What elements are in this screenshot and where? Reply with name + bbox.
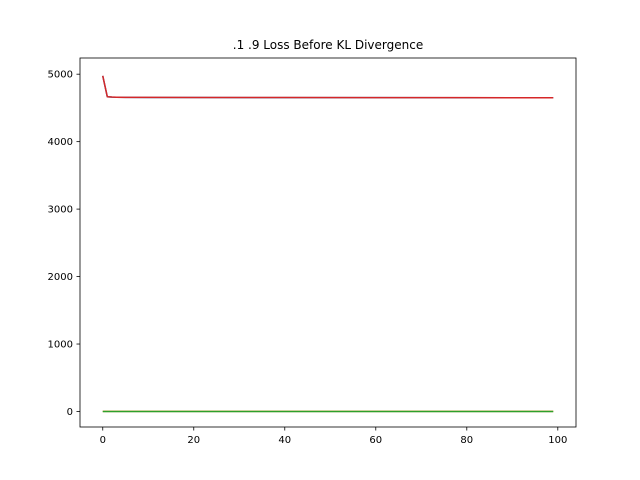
y-tick-label: 5000 [48,70,73,81]
x-tick-label: 20 [187,435,200,446]
x-tick-label: 40 [278,435,291,446]
y-tick-label: 2000 [48,272,73,283]
x-tick-label: 0 [100,435,106,446]
x-tick-label: 60 [369,435,382,446]
plot-frame [79,57,577,428]
x-tick-label: 80 [460,435,473,446]
y-tick-label: 4000 [48,137,73,148]
series-line-4 [102,75,554,99]
y-tick-label: 1000 [48,340,73,351]
series-layer [102,75,554,413]
y-tick-label: 3000 [48,205,73,216]
series-line-1 [102,75,554,99]
x-tick-label: 100 [548,435,567,446]
y-tick-label: 0 [67,407,73,418]
chart-title: .1 .9 Loss Before KL Divergence [233,38,423,52]
